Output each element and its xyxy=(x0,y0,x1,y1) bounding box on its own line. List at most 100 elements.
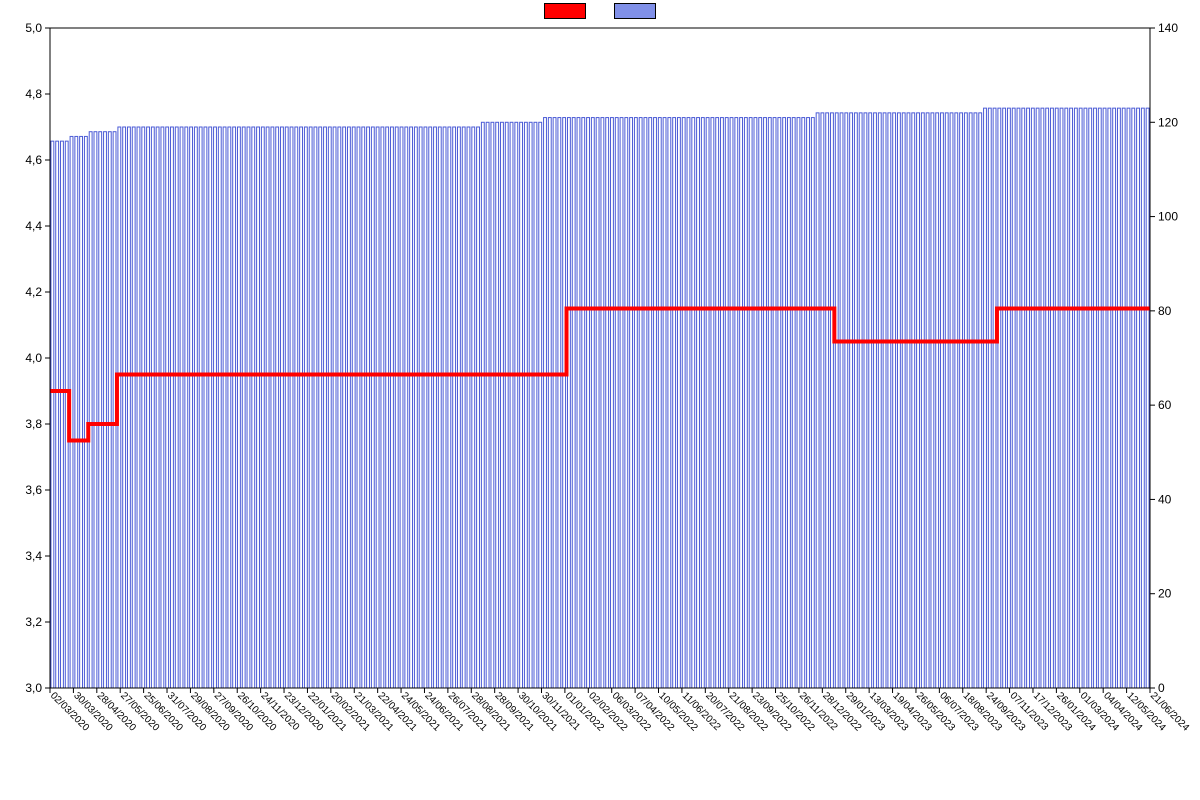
bar xyxy=(630,118,633,688)
bar xyxy=(357,127,360,688)
bar xyxy=(649,118,652,688)
bar xyxy=(998,108,1001,688)
bar xyxy=(668,118,671,688)
bar xyxy=(395,127,398,688)
bar xyxy=(553,118,556,688)
bar xyxy=(295,127,298,688)
bar xyxy=(132,127,135,688)
bar xyxy=(926,113,929,688)
bar xyxy=(539,122,542,688)
y-right-tick-label: 40 xyxy=(1158,492,1172,506)
bar xyxy=(687,118,690,688)
bar xyxy=(218,127,221,688)
y-left-tick-label: 4,2 xyxy=(25,285,42,299)
bar xyxy=(826,113,829,688)
y-right-tick-label: 60 xyxy=(1158,398,1172,412)
bar xyxy=(209,127,212,688)
bar xyxy=(204,127,207,688)
bar xyxy=(190,127,193,688)
bar xyxy=(601,118,604,688)
bar xyxy=(802,118,805,688)
bar xyxy=(94,132,97,688)
bar xyxy=(247,127,250,688)
bar xyxy=(276,127,279,688)
bar xyxy=(343,127,346,688)
bar xyxy=(127,127,130,688)
bar xyxy=(768,118,771,688)
legend-swatch-bars xyxy=(614,3,656,19)
bar xyxy=(414,127,417,688)
bar xyxy=(424,127,427,688)
bars-group xyxy=(51,108,1149,688)
bar xyxy=(587,118,590,688)
bar xyxy=(237,127,240,688)
bar xyxy=(1122,108,1125,688)
bar xyxy=(854,113,857,688)
bar xyxy=(950,113,953,688)
bar xyxy=(376,127,379,688)
bar xyxy=(271,127,274,688)
bar xyxy=(371,127,374,688)
bar xyxy=(147,127,150,688)
bar xyxy=(328,127,331,688)
bar xyxy=(883,113,886,688)
bar xyxy=(252,127,255,688)
bar xyxy=(902,113,905,688)
bar xyxy=(281,127,284,688)
bar xyxy=(840,113,843,688)
bar xyxy=(716,118,719,688)
bar xyxy=(462,127,465,688)
bar xyxy=(783,118,786,688)
bar xyxy=(1103,108,1106,688)
y-left-tick-label: 4,4 xyxy=(25,219,42,233)
bar xyxy=(544,118,547,688)
bar xyxy=(1098,108,1101,688)
bar xyxy=(89,132,92,688)
bar xyxy=(644,118,647,688)
bar xyxy=(567,118,570,688)
bar xyxy=(233,127,236,688)
bar xyxy=(749,118,752,688)
bar xyxy=(319,127,322,688)
bar xyxy=(381,127,384,688)
bar xyxy=(501,122,504,688)
chart-svg: 3,03,23,43,63,84,04,24,44,64,85,00204060… xyxy=(0,0,1200,800)
bar xyxy=(309,127,312,688)
bar xyxy=(692,118,695,688)
bar xyxy=(362,127,365,688)
bar xyxy=(1113,108,1116,688)
bar xyxy=(448,127,451,688)
bar xyxy=(654,118,657,688)
bar xyxy=(1079,108,1082,688)
bar xyxy=(171,127,174,688)
bar xyxy=(438,127,441,688)
bar xyxy=(974,113,977,688)
bar xyxy=(988,108,991,688)
bar xyxy=(874,113,877,688)
bar xyxy=(1070,108,1073,688)
bar xyxy=(912,113,915,688)
bar xyxy=(572,118,575,688)
y-left-tick-label: 4,8 xyxy=(25,87,42,101)
bar xyxy=(960,113,963,688)
bar xyxy=(548,118,551,688)
bar xyxy=(1084,108,1087,688)
bar xyxy=(577,118,580,688)
bar xyxy=(228,127,231,688)
bar xyxy=(261,127,264,688)
bar xyxy=(888,113,891,688)
bar xyxy=(161,127,164,688)
bar xyxy=(625,118,628,688)
bar xyxy=(486,122,489,688)
bar xyxy=(257,127,260,688)
bar xyxy=(773,118,776,688)
bar xyxy=(1017,108,1020,688)
bar xyxy=(611,118,614,688)
bar xyxy=(104,132,107,688)
bar xyxy=(333,127,336,688)
bar xyxy=(151,127,154,688)
y-right-tick-label: 100 xyxy=(1158,210,1178,224)
bar xyxy=(955,113,958,688)
bar xyxy=(467,127,470,688)
y-left-tick-label: 3,8 xyxy=(25,417,42,431)
